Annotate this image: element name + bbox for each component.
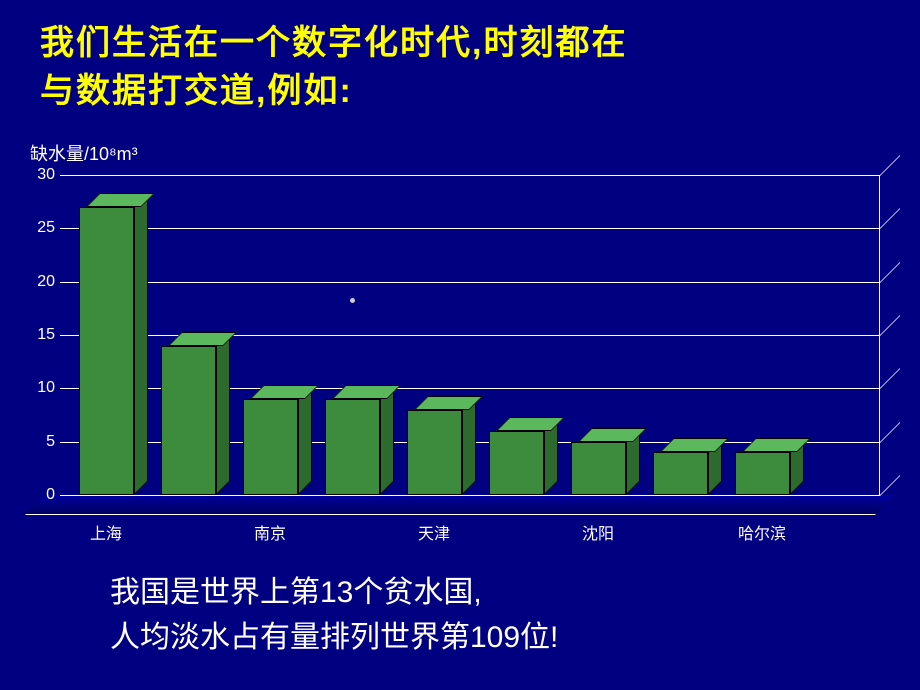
center-dot bbox=[350, 298, 355, 303]
y-tick: 0 bbox=[30, 486, 55, 504]
chart-container: 051015202530 上海南京天津沈阳哈尔滨 bbox=[20, 175, 900, 545]
bar-side bbox=[134, 193, 148, 495]
bar-side bbox=[298, 385, 312, 495]
y-tick: 20 bbox=[30, 273, 55, 291]
gridline-side bbox=[880, 422, 900, 443]
bar-front bbox=[325, 399, 380, 495]
bar-front bbox=[161, 346, 216, 495]
bar-side bbox=[462, 396, 476, 495]
y-tick: 25 bbox=[30, 219, 55, 237]
bar-front bbox=[653, 452, 708, 495]
title-line-2: 与数据打交道,例如: bbox=[40, 68, 880, 116]
footer-line-2: 人均淡水占有量排列世界第109位! bbox=[110, 615, 558, 660]
bar-front bbox=[243, 399, 298, 495]
gridline-side bbox=[880, 262, 900, 283]
y-tick: 15 bbox=[30, 326, 55, 344]
title-area: 我们生活在一个数字化时代,时刻都在 与数据打交道,例如: bbox=[0, 0, 920, 125]
chart-3d: 051015202530 上海南京天津沈阳哈尔滨 bbox=[60, 175, 900, 515]
title-line-1: 我们生活在一个数字化时代,时刻都在 bbox=[40, 20, 880, 68]
bar-front bbox=[407, 410, 462, 495]
y-tick: 30 bbox=[30, 166, 55, 184]
gridline-side bbox=[880, 368, 900, 389]
gridline-side bbox=[880, 475, 900, 496]
x-label: 哈尔滨 bbox=[738, 520, 786, 544]
bar-front bbox=[489, 431, 544, 495]
bar-front bbox=[79, 207, 134, 495]
bar-front bbox=[735, 452, 790, 495]
bars-area bbox=[60, 175, 880, 495]
footer-text: 我国是世界上第13个贫水国, 人均淡水占有量排列世界第109位! bbox=[110, 570, 558, 660]
gridline-side bbox=[880, 315, 900, 336]
x-label: 沈阳 bbox=[582, 520, 614, 544]
y-tick: 5 bbox=[30, 433, 55, 451]
y-axis-label: 缺水量/10⁸m³ bbox=[30, 140, 138, 166]
y-tick: 10 bbox=[30, 379, 55, 397]
gridline-side bbox=[880, 155, 900, 176]
gridline bbox=[60, 495, 880, 496]
chart-floor bbox=[25, 495, 895, 515]
x-label: 上海 bbox=[90, 520, 122, 544]
gridline-side bbox=[880, 208, 900, 229]
footer-line-1: 我国是世界上第13个贫水国, bbox=[110, 570, 558, 615]
x-label: 南京 bbox=[254, 520, 286, 544]
x-label: 天津 bbox=[418, 520, 450, 544]
bar-side bbox=[216, 332, 230, 495]
bar-side bbox=[380, 385, 394, 495]
bar-front bbox=[571, 442, 626, 495]
